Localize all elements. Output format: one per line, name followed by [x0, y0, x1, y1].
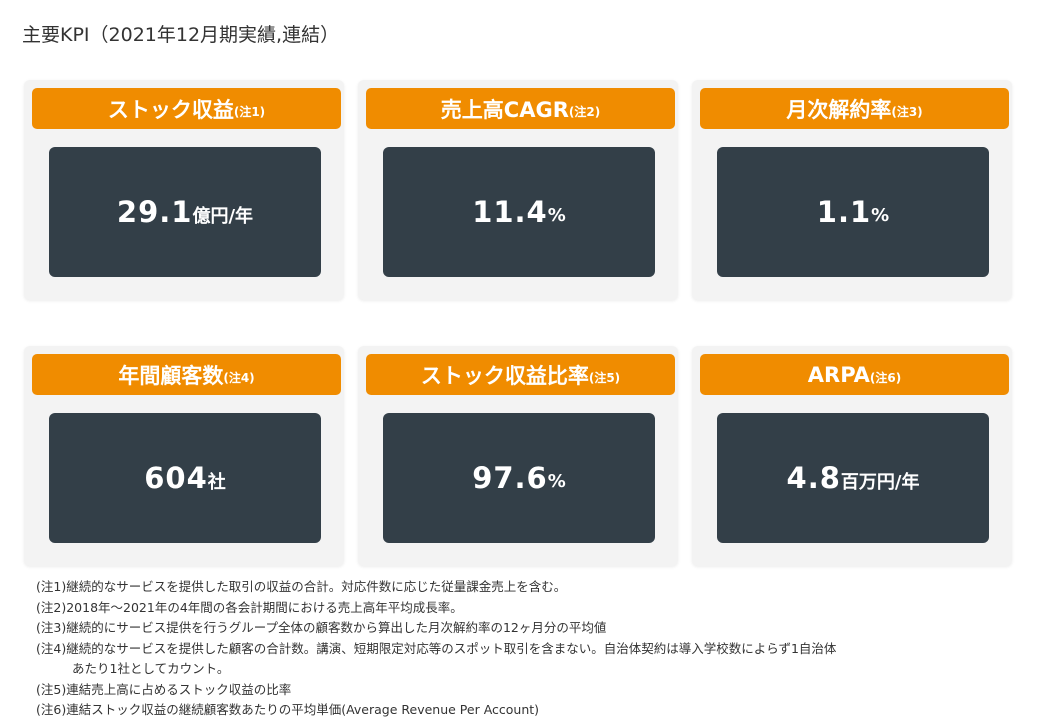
kpi-value-box: 1.1%: [717, 147, 989, 277]
kpi-card: 月次解約率 (注3) 1.1%: [692, 80, 1012, 300]
kpi-value: 11.4: [472, 195, 548, 229]
kpi-value-box: 29.1 億円/年: [49, 147, 321, 277]
kpi-label: 売上高CAGR: [440, 97, 569, 122]
kpi-card: ストック収益 (注1) 29.1 億円/年: [24, 80, 344, 300]
kpi-value-box: 4.8 百万円/年: [717, 413, 989, 543]
kpi-value: 604: [144, 461, 208, 495]
kpi-value-box: 97.6%: [383, 413, 655, 543]
kpi-value: 97.6: [472, 461, 548, 495]
footnote: (注3)継続的にサービス提供を行うグループ全体の顧客数から算出した月次解約率の1…: [36, 620, 607, 635]
kpi-note: (注3): [891, 105, 923, 119]
kpi-header: ARPA (注6): [700, 354, 1009, 395]
kpi-header: ストック収益 (注1): [32, 88, 341, 129]
kpi-label: 年間顧客数: [118, 363, 224, 388]
footnote-continuation: あたり1社としてカウント。: [72, 661, 230, 676]
footnote: (注4)継続的なサービスを提供した顧客の合計数。講演、短期限定対応等のスポット取…: [36, 640, 837, 656]
kpi-header: 年間顧客数 (注4): [32, 354, 341, 395]
footnote: (注1)継続的なサービスを提供した取引の収益の合計。対応件数に応じた従量課金売上…: [36, 579, 567, 594]
kpi-label: ARPA: [807, 362, 870, 387]
kpi-header: 月次解約率 (注3): [700, 88, 1009, 129]
kpi-note: (注5): [588, 371, 621, 385]
kpi-note: (注6): [869, 371, 902, 385]
kpi-header: 売上高CAGR (注2): [366, 88, 675, 129]
kpi-label: ストック収益: [107, 97, 234, 122]
kpi-label: 月次解約率: [786, 97, 892, 122]
kpi-unit: 社: [207, 472, 226, 493]
kpi-unit: %: [547, 204, 566, 226]
kpi-card: 年間顧客数 (注4) 604 社: [24, 346, 344, 566]
kpi-unit: 百万円/年: [840, 472, 920, 493]
kpi-unit: 億円/年: [192, 206, 254, 227]
kpi-note: (注1): [233, 105, 266, 119]
kpi-value-box: 11.4%: [383, 147, 655, 277]
kpi-value: 1.1: [816, 195, 872, 229]
footnotes: (注1)継続的なサービスを提供した取引の収益の合計。対応件数に応じた従量課金売上…: [36, 577, 836, 721]
kpi-unit: %: [871, 204, 890, 226]
kpi-card: ストック収益比率 (注5) 97.6%: [358, 346, 678, 566]
kpi-header: ストック収益比率 (注5): [366, 354, 675, 395]
kpi-value: 4.8: [786, 461, 841, 495]
kpi-label: ストック収益比率: [420, 363, 589, 388]
kpi-value-box: 604 社: [49, 413, 321, 543]
kpi-note: (注2): [568, 105, 601, 119]
kpi-unit: %: [547, 470, 566, 492]
kpi-value: 29.1: [116, 195, 193, 229]
footnote: (注6)連結ストック収益の継続顧客数あたりの平均単価(Average Reven…: [36, 702, 540, 717]
kpi-card: ARPA (注6) 4.8 百万円/年: [692, 346, 1012, 566]
kpi-note: (注4): [223, 371, 255, 385]
kpi-card: 売上高CAGR (注2) 11.4%: [358, 80, 678, 300]
page-title: 主要KPI（2021年12月期実績,連結）: [22, 24, 340, 46]
footnote: (注2)2018年～2021年の4年間の各会計期間における売上高年平均成長率。: [36, 599, 463, 615]
footnote: (注5)連結売上高に占めるストック収益の比率: [36, 681, 292, 697]
